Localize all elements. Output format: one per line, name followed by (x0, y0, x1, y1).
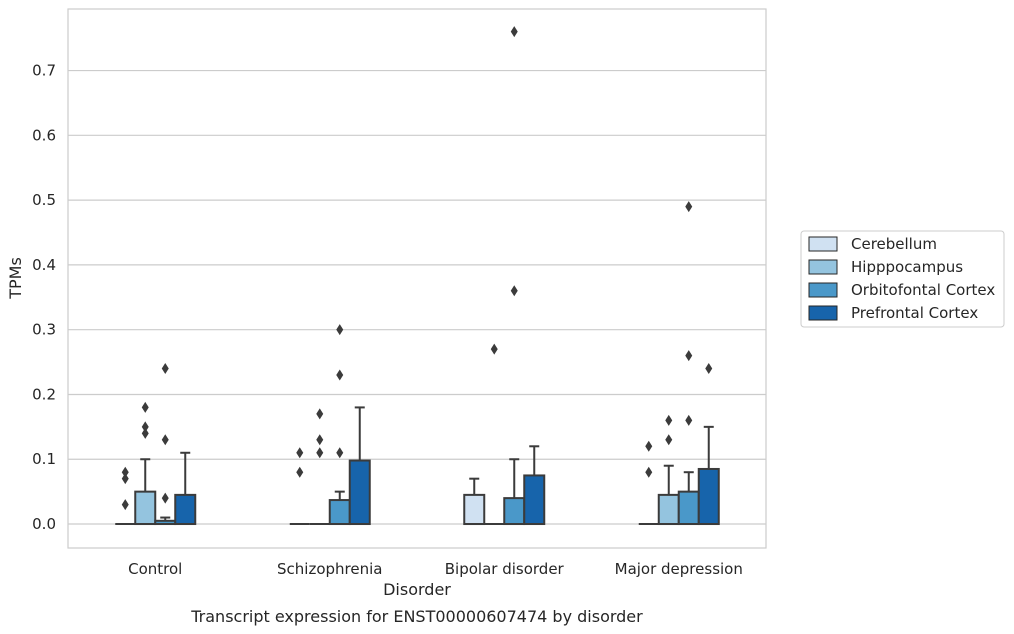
outlier-point (665, 434, 673, 446)
box-cerebellum (289, 447, 310, 526)
box-body (328, 499, 351, 526)
box-body (348, 459, 371, 526)
y-tick-label: 0.7 (32, 62, 56, 80)
outlier-point (296, 466, 304, 478)
x-tick-label: Bipolar disorder (445, 560, 565, 578)
box-plot-area (115, 26, 720, 526)
legend-label: Cerebellum (851, 235, 937, 253)
y-tick-label: 0.1 (32, 450, 56, 468)
outlier-point (685, 414, 693, 426)
box-body (677, 490, 700, 526)
outlier-point (121, 473, 129, 485)
outlier-point (316, 434, 324, 446)
box-body (657, 493, 680, 526)
y-tick-label: 0.2 (32, 385, 56, 403)
outlier-point (665, 414, 673, 426)
outlier-point (336, 369, 344, 381)
legend-label: Orbitofontal Cortex (851, 281, 995, 299)
y-axis-label: TPMs (6, 257, 25, 300)
outlier-point (141, 401, 149, 413)
outlier-point (685, 350, 693, 362)
box-body (134, 490, 157, 526)
box-body (174, 493, 197, 526)
plot-frame (67, 8, 767, 549)
box-hipppocampus (134, 401, 157, 526)
x-axis-label: Disorder (383, 580, 451, 599)
outlier-point (141, 427, 149, 439)
box-body (503, 497, 526, 526)
legend-swatch (808, 236, 838, 252)
x-tick-label: Major depression (615, 560, 743, 578)
x-tick-label: Control (128, 560, 182, 578)
outlier-point (141, 421, 149, 433)
box-orbitofontal-cortex (503, 26, 526, 526)
box-hipppocampus (657, 414, 680, 526)
legend: Cerebellum Hipppocampus Orbitofontal Corte… (800, 230, 1005, 328)
legend-swatch (808, 305, 838, 321)
outlier-point (121, 466, 129, 478)
box-prefrontal-cortex (348, 406, 371, 526)
y-tick-label: 0.3 (32, 321, 56, 339)
outlier-point (161, 492, 169, 504)
box-orbitofontal-cortex (154, 363, 177, 526)
box-body (523, 474, 546, 526)
box-prefrontal-cortex (174, 451, 197, 526)
outlier-point (296, 447, 304, 459)
box-prefrontal-cortex (697, 363, 720, 526)
outlier-point (490, 343, 498, 355)
chart-caption: Transcript expression for ENST0000060747… (190, 607, 643, 626)
x-tick-label: Schizophrenia (277, 560, 382, 578)
legend-swatch (808, 259, 838, 275)
outlier-point (645, 440, 653, 452)
y-tick-label: 0.5 (32, 191, 56, 209)
legend-frame (800, 230, 1005, 328)
box-orbitofontal-cortex (677, 201, 700, 526)
box-hipppocampus (309, 408, 330, 526)
box-body (463, 493, 486, 526)
y-tick-label: 0.0 (32, 515, 56, 533)
outlier-point (510, 285, 518, 297)
outlier-point (510, 26, 518, 38)
grid-lines (68, 69, 766, 525)
box-cerebellum (463, 477, 486, 526)
outlier-point (705, 363, 713, 375)
outlier-point (161, 363, 169, 375)
outlier-point (645, 466, 653, 478)
outlier-point (336, 447, 344, 459)
box-cerebellum (115, 466, 136, 526)
legend-swatch (808, 282, 838, 298)
y-axis-ticks: 0.0 0.1 0.2 0.3 0.4 0.5 0.6 0.7 (32, 62, 56, 533)
y-tick-label: 0.6 (32, 126, 56, 144)
legend-label: Prefrontal Cortex (851, 304, 978, 322)
y-tick-label: 0.4 (32, 256, 56, 274)
box-orbitofontal-cortex (328, 324, 351, 526)
box-prefrontal-cortex (523, 445, 546, 526)
box-body (697, 467, 720, 526)
box-hipppocampus (484, 343, 505, 526)
box-cerebellum (638, 440, 659, 526)
outlier-point (316, 447, 324, 459)
outlier-point (316, 408, 324, 420)
x-axis-ticks: Control Schizophrenia Bipolar disorder Majo… (128, 560, 743, 578)
outlier-point (336, 324, 344, 336)
legend-label: Hipppocampus (851, 258, 963, 276)
outlier-point (161, 434, 169, 446)
outlier-point (685, 201, 693, 213)
outlier-point (121, 499, 129, 511)
